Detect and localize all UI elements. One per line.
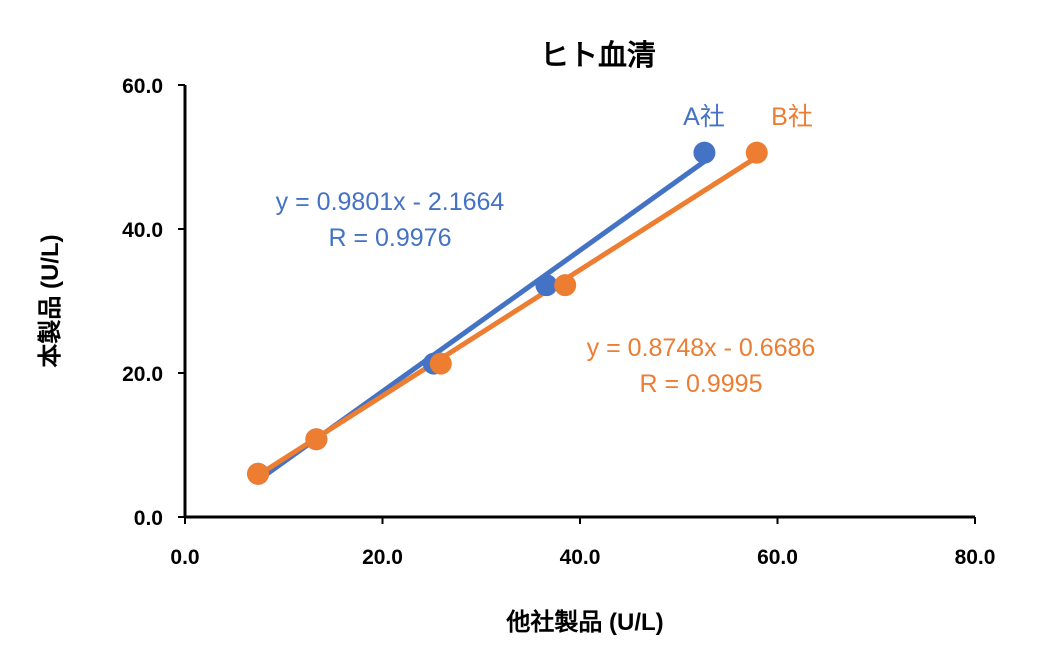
data-point-b bbox=[429, 352, 452, 375]
x-tick-label: 60.0 bbox=[757, 546, 798, 569]
y-tick-label: 0.0 bbox=[134, 507, 163, 530]
x-tick-label: 80.0 bbox=[955, 546, 996, 569]
series-a-equation: y = 0.9801x - 2.1664 bbox=[276, 188, 505, 216]
data-point-a bbox=[693, 141, 716, 164]
trendline-b bbox=[256, 155, 759, 478]
x-tick-label: 0.0 bbox=[170, 546, 199, 569]
y-tick-label: 60.0 bbox=[122, 75, 163, 98]
series-b-equation: y = 0.8748x - 0.6686 bbox=[587, 334, 816, 362]
data-point-a bbox=[535, 274, 558, 297]
data-point-b bbox=[745, 141, 768, 164]
x-tick-label: 40.0 bbox=[560, 546, 601, 569]
data-point-b bbox=[554, 274, 577, 297]
chart-title: ヒト血清 bbox=[540, 39, 656, 72]
y-tick-label: 20.0 bbox=[122, 363, 163, 386]
series-a-r: R = 0.9976 bbox=[328, 224, 451, 252]
series-b-r: R = 0.9995 bbox=[639, 370, 762, 398]
data-point-b bbox=[305, 428, 328, 451]
y-tick-label: 40.0 bbox=[122, 219, 163, 242]
x-axis-label: 他社製品 (U/L) bbox=[505, 608, 663, 636]
series-a-label: A社 bbox=[683, 103, 725, 131]
series-b-label: B社 bbox=[771, 103, 813, 131]
data-point-b bbox=[247, 462, 270, 485]
x-tick-label: 20.0 bbox=[362, 546, 403, 569]
y-axis-label: 本製品 (U/L) bbox=[36, 234, 64, 367]
